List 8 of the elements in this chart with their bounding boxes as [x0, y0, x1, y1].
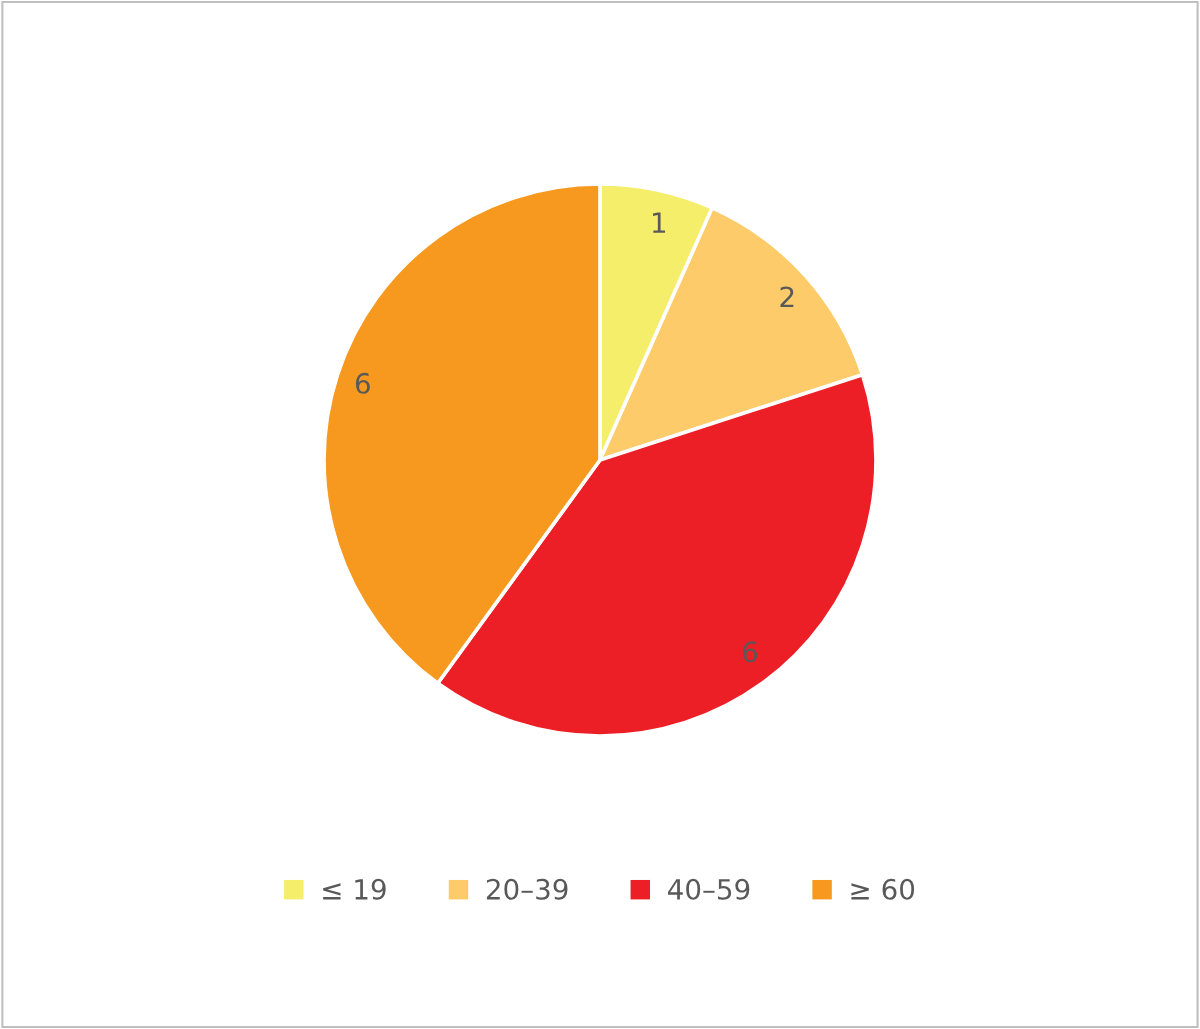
- data-label: 1: [652, 212, 666, 233]
- legend-label: 20–39: [486, 878, 568, 900]
- data-label: 6: [355, 372, 370, 394]
- data-label: 6: [743, 641, 758, 663]
- data-label: 2: [780, 286, 794, 307]
- legend-label: ≥ 60: [851, 878, 915, 900]
- legend-label: ≤ 19: [323, 878, 386, 900]
- legend-label: 40–59: [668, 878, 750, 900]
